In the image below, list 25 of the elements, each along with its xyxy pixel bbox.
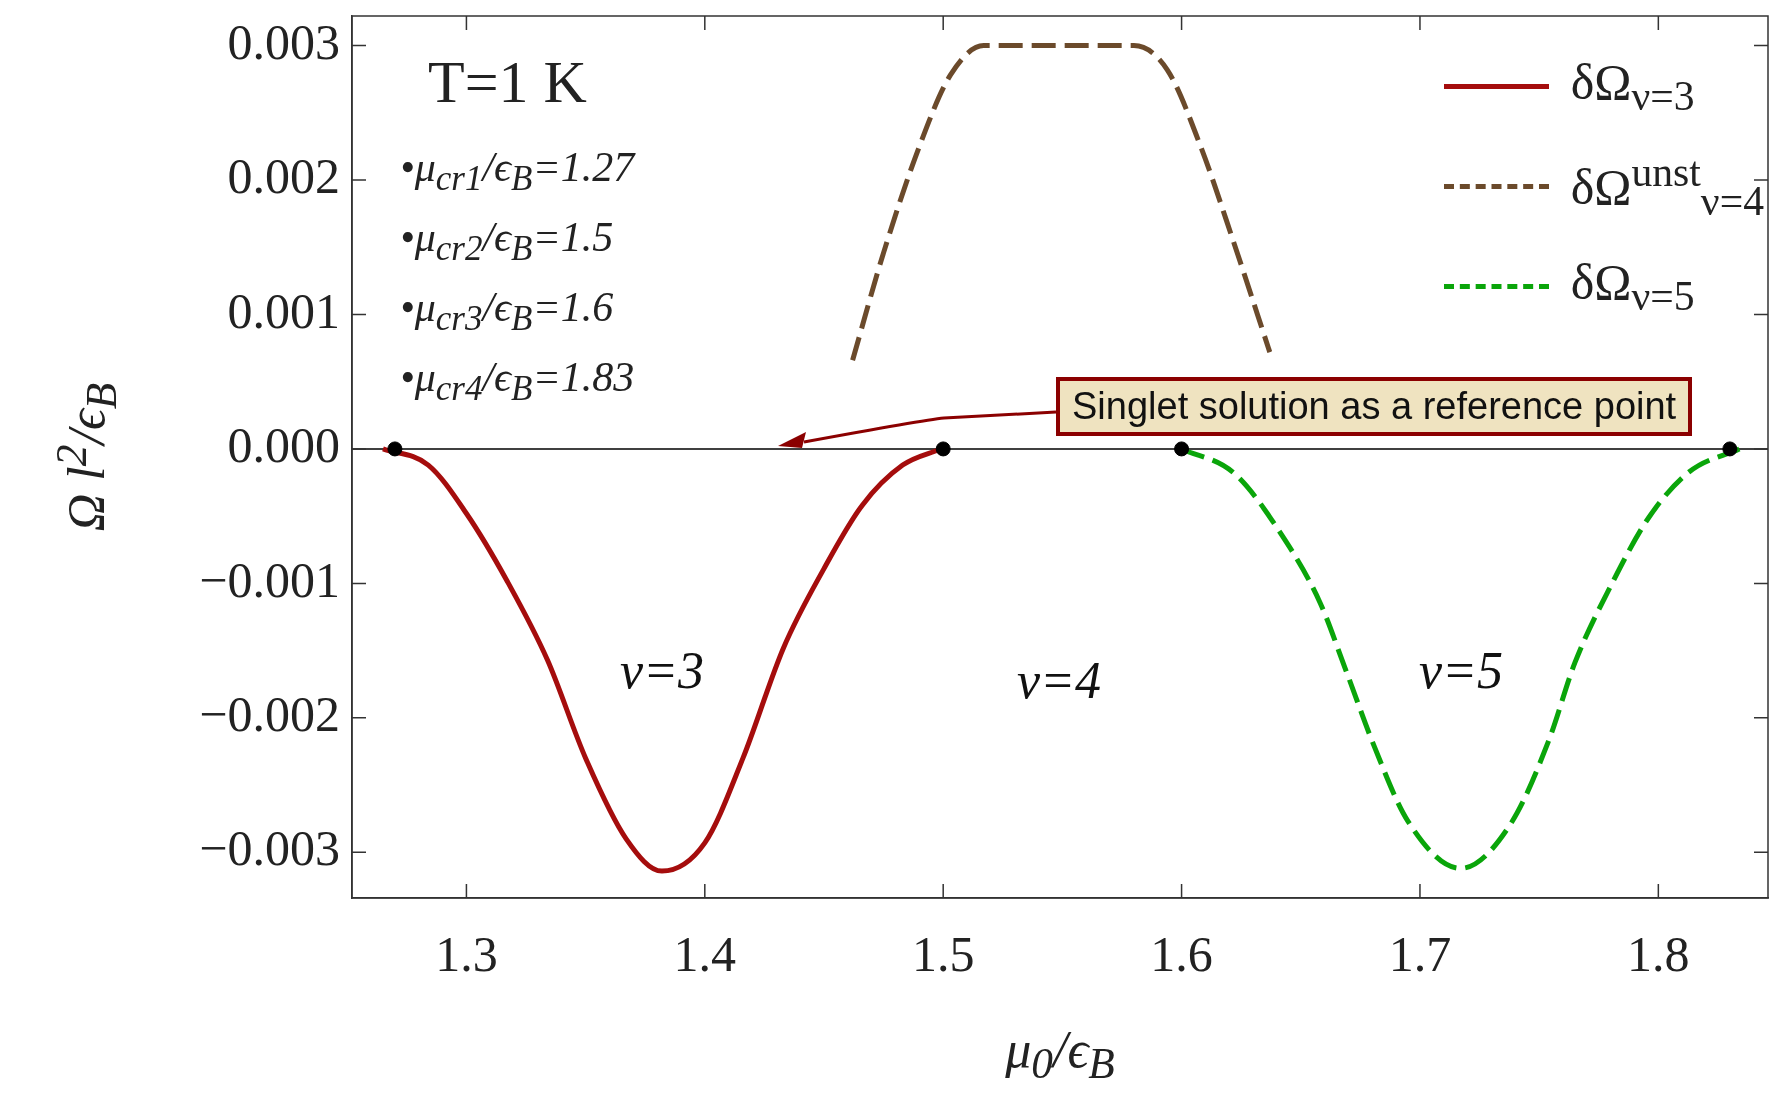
annotation: Singlet solution as a reference point — [1056, 377, 1693, 436]
x-tick-label: 1.3 — [435, 926, 498, 983]
annotation: ν=5 — [1418, 640, 1504, 700]
y-tick-label: −0.001 — [199, 551, 340, 608]
annotation: T=1 K — [428, 48, 587, 117]
x-tick-label: 1.5 — [911, 926, 975, 983]
annotation: ν=3 — [619, 640, 705, 700]
legend-label: δΩ$_{ν=5}$ — [1570, 252, 1695, 320]
annotation: •μ$_{cr3}$/ϵ$_{B}$=1.6 — [400, 283, 614, 340]
annotation: •μ$_{cr1}$/ϵ$_{B}$=1.27 — [400, 143, 635, 200]
x-tick-label: 1.7 — [1388, 926, 1452, 983]
legend-label: δΩ$_{ν=3}$ — [1570, 52, 1695, 120]
x-tick-label: 1.4 — [673, 926, 737, 983]
y-tick-label: −0.003 — [199, 820, 340, 877]
y-tick-label: 0.002 — [227, 148, 340, 205]
annotation: •μ$_{cr4}$/ϵ$_{B}$=1.83 — [400, 353, 635, 410]
y-tick-label: −0.002 — [199, 685, 340, 742]
y-tick-label: 0.003 — [227, 13, 340, 70]
y-tick-label: 0.000 — [227, 417, 340, 474]
x-axis-title: μ$_{0}$/ϵ$_{B}$ — [1005, 1020, 1115, 1089]
annotation: •μ$_{cr2}$/ϵ$_{B}$=1.5 — [400, 213, 614, 270]
y-tick-label: 0.001 — [227, 282, 340, 339]
x-tick-label: 1.8 — [1627, 926, 1690, 983]
annotation: ν=4 — [1016, 650, 1102, 710]
x-tick-label: 1.6 — [1150, 926, 1213, 983]
